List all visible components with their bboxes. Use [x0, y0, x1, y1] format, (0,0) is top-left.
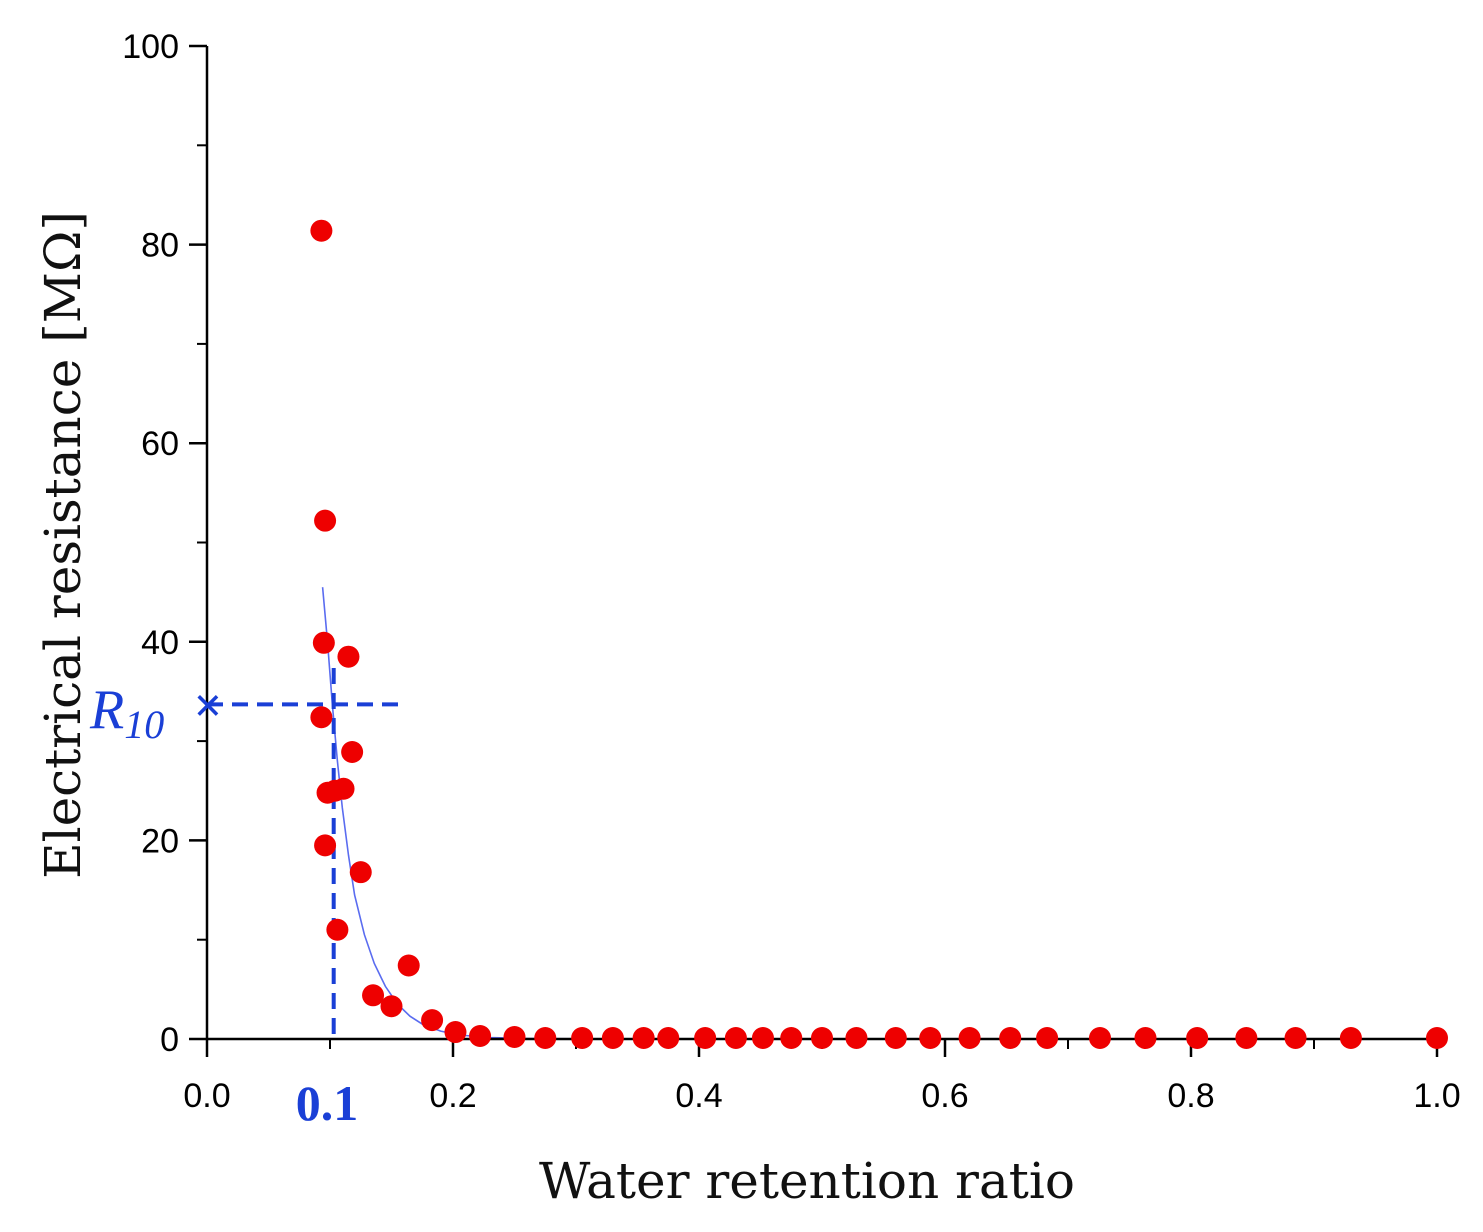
data-point	[332, 777, 355, 800]
data-point	[571, 1027, 594, 1050]
y-tick-label: 40	[141, 624, 179, 662]
x-tick-label: 0.4	[675, 1077, 722, 1115]
x-tick-label: 0.2	[429, 1077, 476, 1115]
guide-lines-layer	[207, 668, 405, 1039]
data-point	[632, 1027, 655, 1050]
data-point	[397, 954, 420, 977]
x-axis-title: Water retention ratio	[539, 1152, 1075, 1210]
annotations: × R10 0.1	[89, 677, 358, 1131]
y-axis-title: Electrical resistance [MΩ]	[34, 211, 92, 879]
data-point	[312, 631, 335, 654]
data-point	[811, 1027, 833, 1050]
data-point	[310, 706, 333, 729]
y-tick-label: 60	[141, 425, 179, 463]
r10-label-sub: 10	[124, 702, 164, 747]
y-tick-label: 80	[141, 227, 179, 265]
data-point	[1036, 1027, 1059, 1050]
data-point	[362, 984, 385, 1007]
r10-label-main: R	[89, 679, 124, 741]
data-point	[919, 1027, 942, 1050]
data-point	[884, 1027, 907, 1050]
data-point	[780, 1027, 803, 1050]
data-point	[1339, 1027, 1362, 1050]
data-point	[314, 509, 337, 532]
data-point	[958, 1027, 981, 1050]
y-tick-label: 20	[141, 822, 179, 860]
data-point	[751, 1027, 774, 1050]
data-point	[999, 1027, 1022, 1050]
data-point	[314, 834, 337, 857]
x-tick-label: 0.8	[1167, 1077, 1214, 1115]
y-tick-label: 0	[160, 1021, 179, 1059]
data-point	[503, 1026, 526, 1049]
r10-label: R10	[89, 679, 164, 747]
y-tick-label: 100	[122, 28, 179, 66]
x-tick-label: 0.0	[183, 1077, 230, 1115]
data-point	[1186, 1027, 1209, 1050]
data-point	[1088, 1027, 1111, 1050]
data-point	[534, 1027, 557, 1050]
data-point	[310, 219, 333, 242]
data-point	[1235, 1027, 1258, 1050]
fit-curve	[321, 587, 1437, 1040]
data-point	[469, 1025, 492, 1048]
data-point	[845, 1027, 868, 1050]
x-threshold-label: 0.1	[296, 1075, 359, 1131]
data-point	[349, 861, 372, 884]
data-points	[310, 219, 1448, 1050]
data-point	[326, 918, 349, 941]
x-tick-label: 1.0	[1413, 1077, 1460, 1115]
data-point	[601, 1027, 624, 1050]
fit-curve-layer	[321, 587, 1437, 1040]
data-point	[421, 1009, 444, 1032]
axes: 0 20 40 60 80 100 0.0 0.2 0.4 0.6 0.8 1.0	[122, 28, 1460, 1115]
data-point	[444, 1021, 467, 1044]
x-tick-label: 0.6	[921, 1077, 968, 1115]
data-point	[341, 741, 364, 764]
data-point	[1284, 1027, 1307, 1050]
data-point	[724, 1027, 747, 1050]
data-point	[657, 1027, 680, 1050]
data-point	[380, 995, 403, 1018]
r10-marker: ×	[194, 677, 223, 733]
data-point	[337, 645, 360, 668]
data-point	[1134, 1027, 1157, 1050]
data-point	[694, 1027, 717, 1050]
data-point	[1426, 1027, 1448, 1050]
